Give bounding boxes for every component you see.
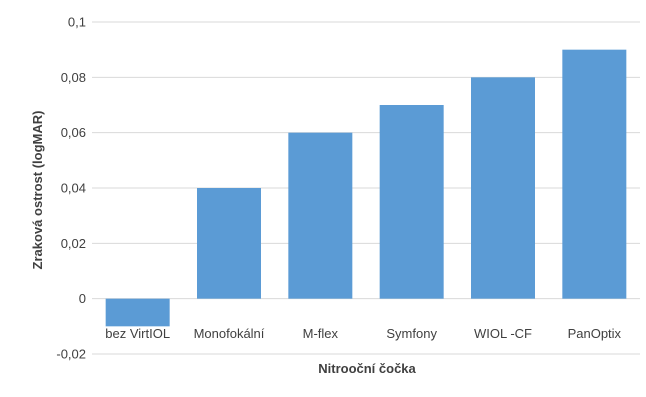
x-tick-label: PanOptix bbox=[568, 326, 622, 341]
bars bbox=[105, 49, 627, 327]
y-tick-label: 0,1 bbox=[68, 15, 86, 30]
y-tick-label: 0,08 bbox=[61, 70, 86, 85]
y-tick-label: 0 bbox=[79, 291, 86, 306]
bar bbox=[471, 77, 535, 299]
y-tick-label: -0,02 bbox=[56, 347, 86, 362]
bar bbox=[288, 132, 353, 299]
x-tick-label: WIOL -CF bbox=[474, 326, 532, 341]
x-tick-label: bez VirtIOL bbox=[105, 326, 170, 341]
x-tick-labels: bez VirtIOL Monofokální M-flex Symfony WIOL … bbox=[105, 326, 621, 341]
bar bbox=[197, 188, 261, 299]
x-axis-title: Nitrooční čočka bbox=[318, 361, 416, 376]
y-axis-title: Zraková ostrost (logMAR) bbox=[30, 111, 45, 270]
x-tick-label: Monofokální bbox=[194, 326, 265, 341]
bar bbox=[562, 49, 627, 299]
x-tick-label: M-flex bbox=[303, 326, 339, 341]
bar bbox=[105, 298, 170, 327]
bar bbox=[379, 105, 444, 299]
y-tick-label: 0,02 bbox=[61, 236, 86, 251]
y-tick-labels: -0,02 0 0,02 0,04 0,06 0,08 0,1 bbox=[56, 15, 86, 362]
y-tick-label: 0,04 bbox=[61, 181, 86, 196]
gridlines bbox=[92, 21, 640, 355]
x-tick-label: Symfony bbox=[386, 326, 437, 341]
y-tick-label: 0,06 bbox=[61, 125, 86, 140]
